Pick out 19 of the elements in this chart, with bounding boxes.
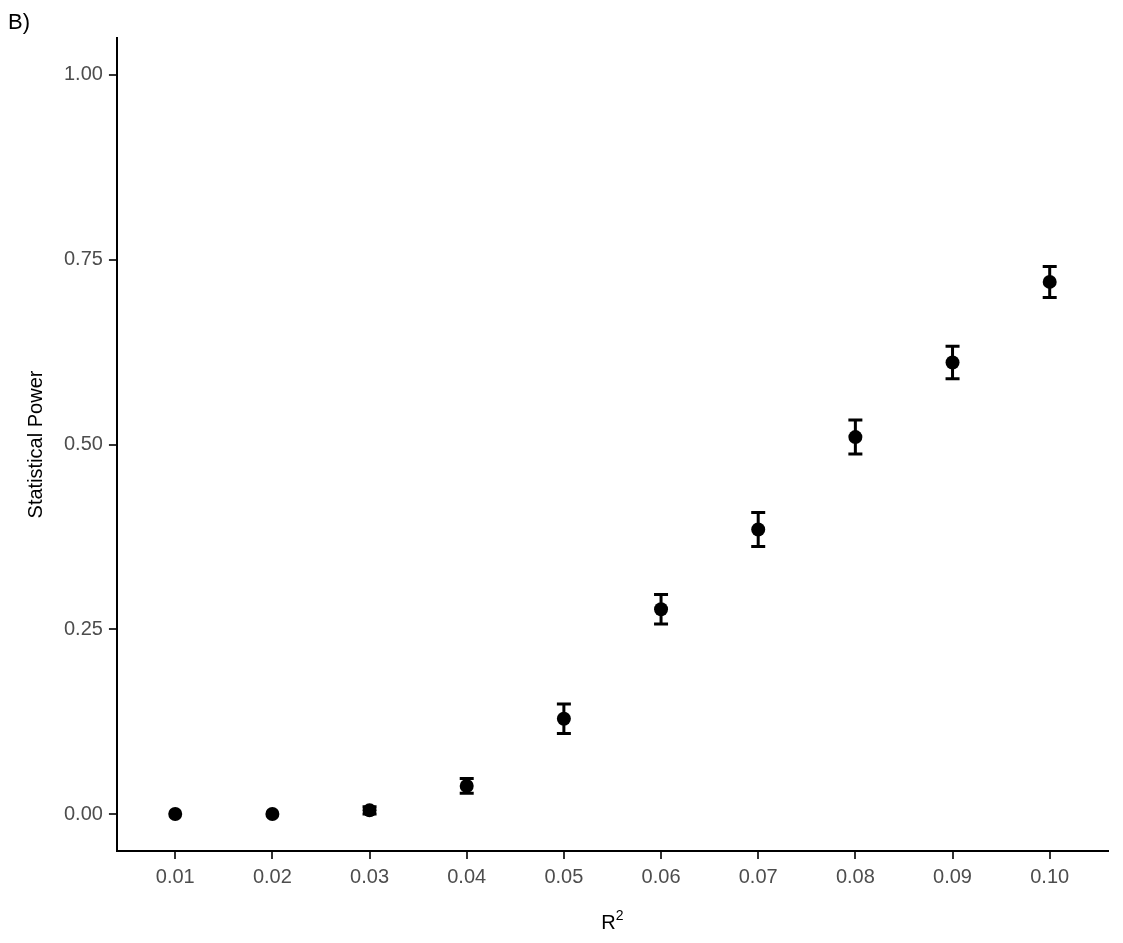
x-tick-label: 0.06 bbox=[641, 864, 681, 887]
x-tick-label: 0.04 bbox=[447, 864, 487, 887]
x-tick-label: 0.07 bbox=[738, 864, 778, 887]
point bbox=[265, 807, 280, 822]
x-tick-label: 0.10 bbox=[1030, 864, 1070, 887]
y-tick-label: 1.00 bbox=[63, 62, 103, 85]
x-tick-label: 0.05 bbox=[544, 864, 584, 887]
y-tick-label: 0.75 bbox=[63, 247, 103, 270]
x-tick-label: 0.02 bbox=[252, 864, 292, 887]
x-tick-label: 0.01 bbox=[155, 864, 195, 887]
chart-title: B) bbox=[8, 9, 30, 35]
y-axis-title: Statistical Power bbox=[24, 370, 46, 519]
y-tick-label: 0.50 bbox=[63, 432, 103, 455]
y-tick-label: 0.25 bbox=[63, 616, 103, 639]
x-tick-label: 0.08 bbox=[835, 864, 875, 887]
x-tick-label: 0.03 bbox=[350, 864, 390, 887]
x-tick-label: 0.09 bbox=[933, 864, 973, 887]
y-tick-label: 0.00 bbox=[63, 801, 103, 824]
point bbox=[168, 807, 183, 822]
